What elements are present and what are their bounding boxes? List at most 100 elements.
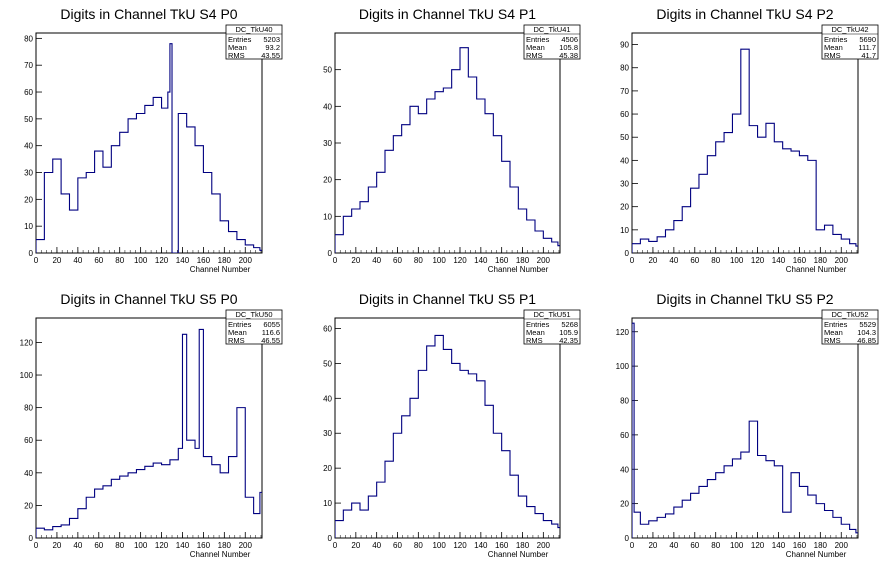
histogram-line [632, 48, 858, 253]
x-tick-label: 100 [432, 256, 446, 265]
y-tick-label: 100 [20, 371, 34, 380]
x-tick-label: 20 [351, 256, 360, 265]
x-axis-label: Channel Number [190, 265, 251, 274]
x-tick-label: 60 [690, 541, 699, 550]
y-tick-label: 40 [323, 394, 332, 403]
histogram-line [632, 322, 858, 538]
stats-value: 46.85 [857, 336, 876, 345]
y-tick-label: 50 [620, 133, 629, 142]
stats-label: RMS [824, 51, 841, 60]
stats-label: RMS [228, 51, 245, 60]
x-tick-label: 200 [239, 541, 253, 550]
y-tick-label: 60 [24, 436, 33, 445]
x-tick-label: 40 [73, 256, 82, 265]
y-tick-label: 0 [29, 534, 34, 543]
y-tick-label: 60 [24, 88, 33, 97]
y-tick-label: 0 [625, 534, 630, 543]
x-axis-label: Channel Number [488, 550, 549, 559]
x-tick-label: 200 [239, 256, 253, 265]
stats-label: Mean [824, 43, 843, 52]
stats-value: 5268 [561, 320, 578, 329]
stats-frame [225, 24, 283, 60]
x-axis-label: Channel Number [488, 265, 549, 274]
x-tick-label: 40 [669, 541, 678, 550]
stats-label: RMS [228, 336, 245, 345]
stats-name: DC_TkU42 [831, 25, 868, 34]
stats-name: DC_TkU41 [533, 25, 570, 34]
stats-label: RMS [824, 336, 841, 345]
histogram-panel-4: Digits in Channel TkU S5 P0 0 20 40 60 80 100 1… [20, 291, 283, 559]
x-tick-label: 20 [648, 541, 657, 550]
stats-frame [523, 24, 581, 60]
x-tick-label: 40 [73, 541, 82, 550]
y-tick-label: 80 [620, 64, 629, 73]
x-tick-label: 80 [414, 541, 423, 550]
y-tick-label: 30 [323, 429, 332, 438]
x-tick-label: 100 [730, 256, 744, 265]
x-tick-label: 160 [793, 541, 807, 550]
stats-value: 104.3 [857, 328, 876, 337]
x-tick-label: 80 [711, 256, 720, 265]
x-tick-label: 120 [453, 541, 467, 550]
stats-label: RMS [526, 336, 543, 345]
stats-value: 5529 [859, 320, 876, 329]
plot-title: Digits in Channel TkU S5 P1 [359, 291, 536, 307]
plot-title: Digits in Channel TkU S5 P2 [656, 291, 833, 307]
stats-name: DC_TkU51 [533, 310, 570, 319]
stats-value: 41.7 [861, 51, 876, 60]
x-tick-label: 0 [630, 256, 635, 265]
y-tick-label: 80 [24, 404, 33, 413]
x-tick-label: 200 [835, 541, 849, 550]
stats-value: 42.35 [559, 336, 578, 345]
y-tick-label: 20 [620, 500, 629, 509]
x-tick-label: 60 [690, 256, 699, 265]
y-tick-label: 40 [620, 465, 629, 474]
x-tick-label: 140 [772, 541, 786, 550]
x-tick-label: 160 [197, 256, 211, 265]
x-tick-label: 140 [474, 256, 488, 265]
x-tick-label: 60 [94, 541, 103, 550]
x-tick-label: 0 [333, 541, 338, 550]
y-tick-label: 20 [24, 501, 33, 510]
x-tick-label: 160 [197, 541, 211, 550]
x-tick-label: 180 [814, 256, 828, 265]
plot-title: Digits in Channel TkU S5 P0 [60, 291, 237, 307]
x-tick-label: 20 [52, 541, 61, 550]
stats-value: 43.55 [261, 51, 280, 60]
y-tick-label: 90 [620, 41, 629, 50]
y-tick-label: 40 [24, 469, 33, 478]
stats-name: DC_TkU40 [235, 25, 272, 34]
plot-title: Digits in Channel TkU S4 P2 [656, 6, 833, 22]
stats-value: 4506 [561, 35, 578, 44]
x-tick-label: 100 [134, 256, 148, 265]
x-tick-label: 160 [793, 256, 807, 265]
y-tick-label: 0 [328, 249, 333, 258]
x-tick-label: 180 [516, 541, 530, 550]
stats-value: 6055 [263, 320, 280, 329]
x-axis-label: Channel Number [190, 550, 251, 559]
stats-name: DC_TkU50 [235, 310, 272, 319]
y-tick-label: 80 [620, 397, 629, 406]
y-tick-label: 60 [323, 324, 332, 333]
x-tick-label: 160 [495, 256, 509, 265]
y-tick-label: 20 [323, 464, 332, 473]
x-tick-label: 180 [814, 541, 828, 550]
histogram-line [335, 47, 560, 253]
stats-value: 5203 [263, 35, 280, 44]
y-tick-label: 100 [616, 362, 630, 371]
stats-label: Mean [824, 328, 843, 337]
y-tick-label: 50 [24, 115, 33, 124]
y-tick-label: 50 [323, 359, 332, 368]
stats-name: DC_TkU52 [831, 310, 868, 319]
stats-label: Entries [526, 35, 550, 44]
plot-frame [334, 317, 561, 539]
x-tick-label: 180 [516, 256, 530, 265]
stats-value: 46.55 [261, 336, 280, 345]
x-tick-label: 0 [34, 256, 39, 265]
y-tick-label: 30 [620, 180, 629, 189]
y-tick-label: 10 [323, 499, 332, 508]
